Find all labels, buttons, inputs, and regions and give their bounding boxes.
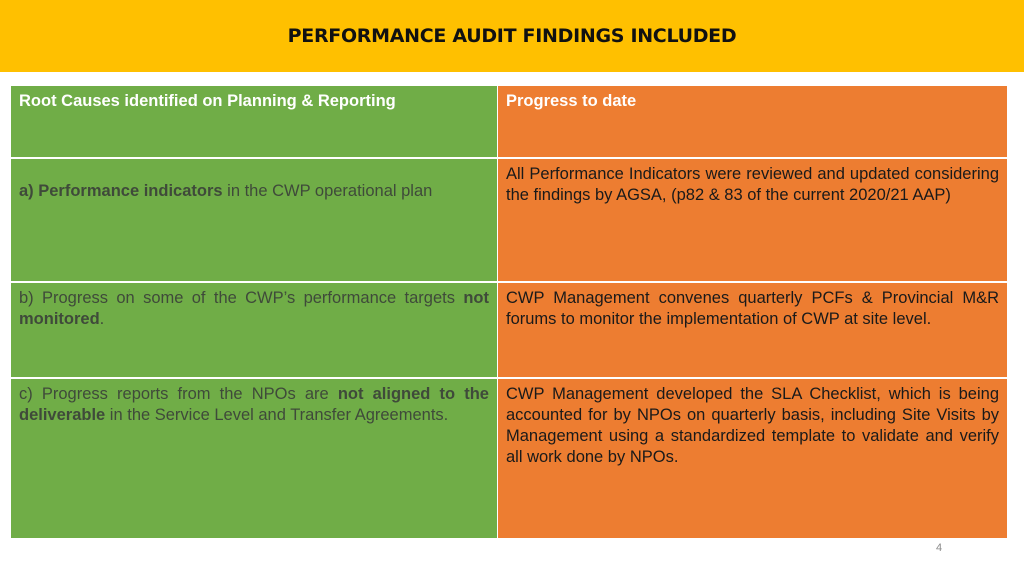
root-cause-c-prefix: c) Progress reports from the NPOs are	[19, 385, 338, 403]
column-header-root-causes: Root Causes identified on Planning & Rep…	[11, 86, 497, 157]
progress-c: CWP Management developed the SLA Checkli…	[498, 379, 1007, 538]
root-cause-c: c) Progress reports from the NPOs are no…	[11, 379, 497, 538]
column-header-progress: Progress to date	[498, 86, 1007, 157]
root-cause-b-bold: not monitored	[19, 289, 489, 328]
root-cause-a-bold: a) Performance indicators	[19, 182, 223, 200]
progress-b: CWP Management convenes quarterly PCFs &…	[498, 283, 1007, 377]
root-cause-b-suffix: .	[99, 310, 105, 328]
root-cause-b: b) Progress on some of the CWP’s perform…	[11, 283, 497, 377]
progress-a: All Performance Indicators were reviewed…	[498, 159, 1007, 281]
page-number: 4	[936, 542, 943, 554]
root-cause-a: a) Performance indicators in the CWP ope…	[11, 159, 497, 281]
root-cause-c-suffix: in the Service Level and Transfer Agreem…	[105, 406, 449, 424]
page-title: PERFORMANCE AUDIT FINDINGS INCLUDED	[287, 25, 737, 47]
root-cause-b-prefix: b) Progress on some of the CWP’s perform…	[19, 289, 464, 307]
findings-table: Root Causes identified on Planning & Rep…	[11, 86, 1007, 538]
root-cause-a-text: in the CWP operational plan	[222, 182, 433, 200]
title-banner: PERFORMANCE AUDIT FINDINGS INCLUDED	[0, 0, 1024, 72]
root-cause-c-bold: not aligned to the deliverable	[19, 385, 489, 424]
